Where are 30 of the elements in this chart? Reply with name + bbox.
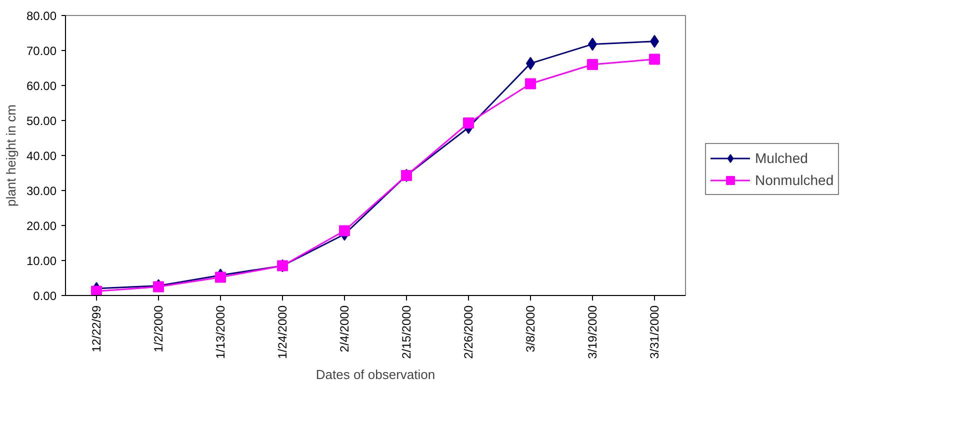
x-tick-label: 3/8/2000 [524, 305, 538, 352]
y-tick-label: 80.00 [26, 9, 57, 23]
point [339, 225, 350, 236]
y-tick-label: 30.00 [26, 184, 57, 198]
y-tick-label: 40.00 [26, 149, 57, 163]
x-tick-label: 1/2/2000 [152, 305, 166, 352]
x-tick-label: 12/22/99 [90, 305, 104, 352]
point [525, 78, 536, 90]
y-tick-label: 0.00 [33, 289, 57, 303]
x-tick-label: 3/19/2000 [586, 305, 600, 359]
point [587, 59, 598, 70]
x-tick-label: 2/15/2000 [400, 305, 414, 359]
legend-label: Mulched [755, 150, 808, 166]
x-tick-label: 3/31/2000 [648, 305, 662, 359]
y-tick-label: 10.00 [26, 254, 57, 268]
x-tick-label: 1/24/2000 [276, 305, 290, 359]
x-tick-label: 2/4/2000 [338, 305, 352, 352]
point [463, 117, 474, 128]
y-tick-label: 60.00 [26, 79, 57, 93]
point [91, 286, 102, 296]
x-tick-label: 1/13/2000 [214, 305, 228, 359]
y-axis-title: plant height in cm [3, 104, 18, 206]
point [215, 272, 226, 283]
y-tick-label: 70.00 [26, 44, 57, 58]
x-axis-title: Dates of observation [316, 366, 436, 382]
point [649, 54, 660, 65]
y-tick-label: 20.00 [26, 219, 57, 233]
y-tick-label: 50.00 [26, 114, 57, 128]
legend-label: Nonmulched [755, 172, 834, 188]
x-tick-label: 2/26/2000 [462, 305, 476, 359]
